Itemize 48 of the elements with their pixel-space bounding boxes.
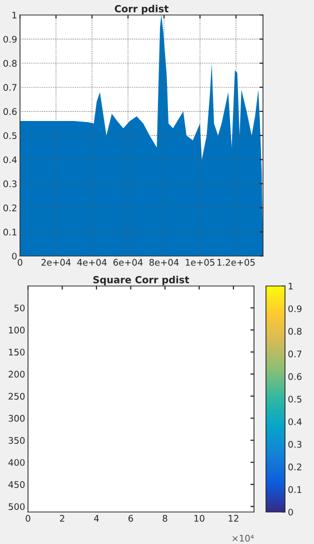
y-tick-label: 0.6 [3,108,17,115]
y-tick-label: 200 [8,370,25,378]
y-tick-label: 0.2 [3,204,16,212]
y-tick-label: 0.8 [3,60,17,67]
y-tick-label: 350 [8,437,25,444]
x-tick-label: 6 [128,514,134,522]
x-tick-label: 8e+04 [149,258,179,266]
color-bar-label: 0.9 [288,305,302,312]
color-bar-label: 0.4 [288,418,302,426]
chart-title: Square Corr pdist [93,276,190,286]
y-tick-label: 150 [8,348,25,356]
color-bar-label: 0.7 [288,350,302,358]
y-tick-label: 300 [8,414,25,422]
x-tick-label: 4 [94,515,99,522]
x-tick-label: 0 [26,514,30,522]
chart-title: Corr pdist [114,4,169,14]
x-tick-label: 1e+05 [186,258,214,266]
y-tick-label: 100 [8,326,25,334]
x-tick-label: 12 [228,514,238,522]
y-tick-label: 0.5 [3,132,16,140]
color-bar-label: 0 [288,508,293,516]
y-tick-label: 400 [8,459,25,466]
y-tick-label: 0.4 [3,156,17,164]
y-tick-label: 0.1 [3,228,16,236]
x-tick-label: 2 [60,514,64,522]
color-bar-label: 0.1 [288,486,302,493]
x-tick-label: 4e+04 [77,258,107,266]
y-tick-label: 1 [12,12,16,18]
y-tick-label: 0 [12,252,17,260]
color-bar-label: 0.8 [288,328,302,335]
color-bar-label: 0.6 [288,373,302,380]
color-bar-label: 0.3 [288,440,302,448]
y-tick-label: 50 [14,304,25,312]
x-tick-label: 8 [162,514,168,522]
color-bar-label: 0.5 [288,396,302,403]
y-tick-label: 0.9 [3,36,17,43]
y-tick-label: 500 [8,503,25,510]
y-tick-label: 0.3 [3,180,16,188]
x-tick-label: 6e+04 [113,258,143,266]
color-bar-label: 1 [288,282,293,290]
x-tick-label: 1.2e+05 [218,258,255,266]
x-tick-label: 2e+04 [41,258,71,266]
color-bar-label: 0.2 [288,464,302,470]
text: ×10⁴ [232,534,254,542]
x-tick-label: 10 [194,514,204,522]
y-tick-label: 0.7 [3,84,16,91]
y-tick-label: 450 [8,481,25,488]
y-tick-label: 250 [8,392,25,400]
